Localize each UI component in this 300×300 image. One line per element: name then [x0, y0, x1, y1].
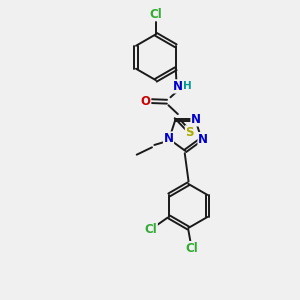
Text: O: O [141, 94, 151, 108]
Text: N: N [191, 113, 201, 126]
Text: H: H [183, 81, 192, 92]
Text: N: N [198, 133, 208, 146]
Text: N: N [173, 80, 183, 93]
Text: S: S [185, 126, 194, 139]
Text: Cl: Cl [145, 223, 157, 236]
Text: N: N [164, 132, 173, 145]
Text: Cl: Cl [185, 242, 198, 254]
Text: Cl: Cl [149, 8, 162, 21]
